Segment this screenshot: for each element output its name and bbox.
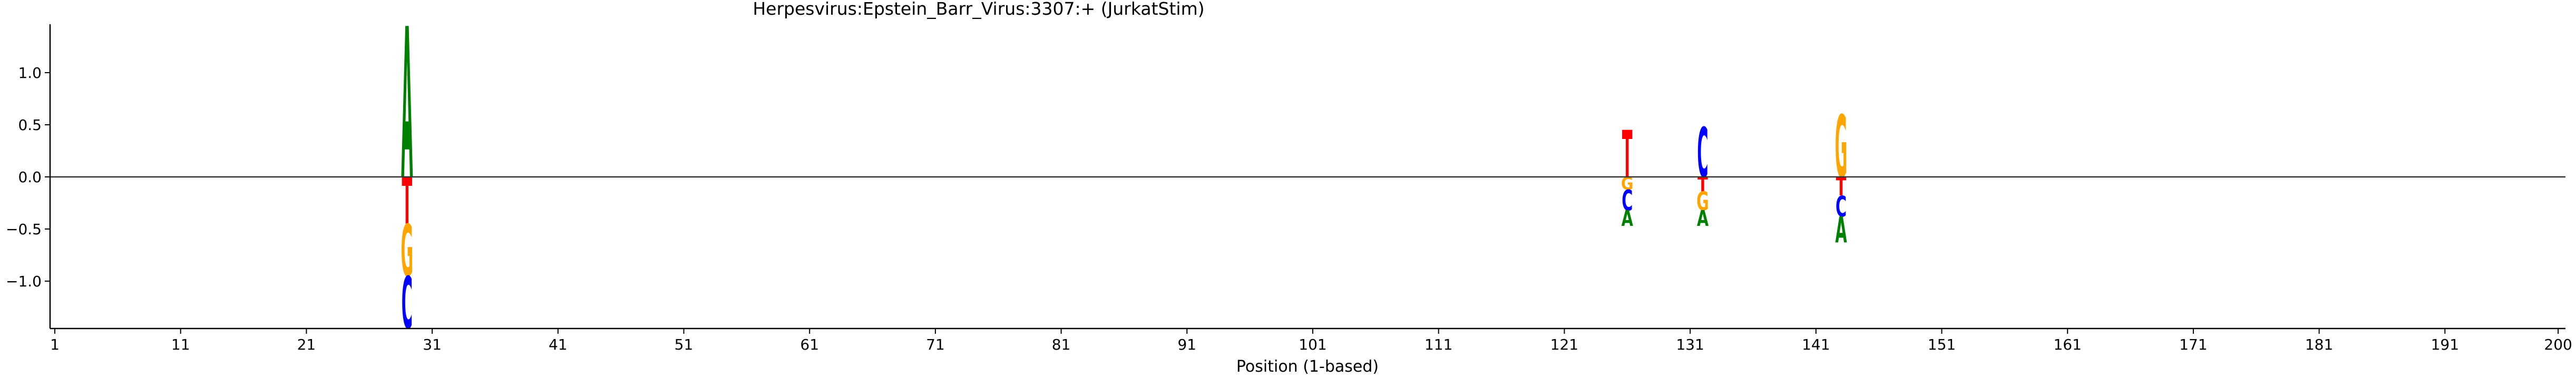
y-tick-label: 0.0: [18, 168, 42, 186]
x-tick-label: 71: [926, 336, 945, 353]
x-tick-label: 21: [297, 336, 316, 353]
x-tick-label: 151: [1928, 336, 1956, 353]
logo-letter-c: C: [402, 263, 413, 346]
x-tick-label: 131: [1676, 336, 1704, 353]
x-tick-label: 61: [800, 336, 819, 353]
logo-letter-g: G: [401, 211, 414, 294]
logo-letter-a: A: [1697, 206, 1709, 231]
x-tick-label: 121: [1550, 336, 1578, 353]
y-tick-label: −1.0: [6, 273, 42, 290]
y-tick-label: 1.0: [18, 64, 42, 82]
x-tick-label: 41: [549, 336, 568, 353]
logo-letter-t: T: [402, 164, 413, 239]
logo-letter-t: T: [1697, 173, 1708, 196]
x-tick-label: 141: [1802, 336, 1830, 353]
x-tick-label: 31: [423, 336, 442, 353]
logo-letter-g: G: [1696, 187, 1709, 217]
logo-letter-c: C: [1697, 114, 1708, 194]
y-tick-label: 0.5: [18, 116, 42, 134]
y-tick-label: −0.5: [6, 221, 42, 238]
x-tick-label: 11: [171, 336, 190, 353]
x-tick-label: 171: [2179, 336, 2207, 353]
logo-letter-t: T: [1622, 117, 1633, 192]
logo-letter-g: G: [1621, 174, 1634, 194]
logo-letter-a: A: [1835, 211, 1847, 252]
x-tick-label: 81: [1052, 336, 1071, 353]
x-tick-label: 51: [675, 336, 694, 353]
x-tick-label: 1: [50, 336, 60, 353]
logo-letter-g: G: [1835, 98, 1848, 197]
logo-letter-c: C: [1836, 191, 1847, 224]
y-axis-ticks: −1.0 −0.5 0.0 0.5 1.0: [6, 64, 50, 290]
x-tick-label: 91: [1177, 336, 1196, 353]
logo-letter-a: A: [1622, 206, 1634, 231]
logo-letter-a: A: [401, 0, 413, 226]
x-tick-label: 181: [2305, 336, 2333, 353]
chart-title: Herpesvirus:Epstein_Barr_Virus:3307:+ (J…: [753, 0, 1204, 19]
logo-letter-t: T: [1836, 173, 1847, 202]
x-tick-label: 200: [2544, 336, 2572, 353]
x-tick-label: 161: [2053, 336, 2081, 353]
x-tick-label: 111: [1424, 336, 1452, 353]
x-tick-label: 191: [2431, 336, 2459, 353]
x-tick-label: 101: [1299, 336, 1326, 353]
logo-letter-c: C: [1622, 185, 1633, 217]
x-axis-ticks: 1 11 21 31 41 51 61 71 81 91 101 111 121 131 141 151 161…: [50, 329, 2572, 353]
x-axis-label: Position (1-based): [1236, 357, 1379, 376]
